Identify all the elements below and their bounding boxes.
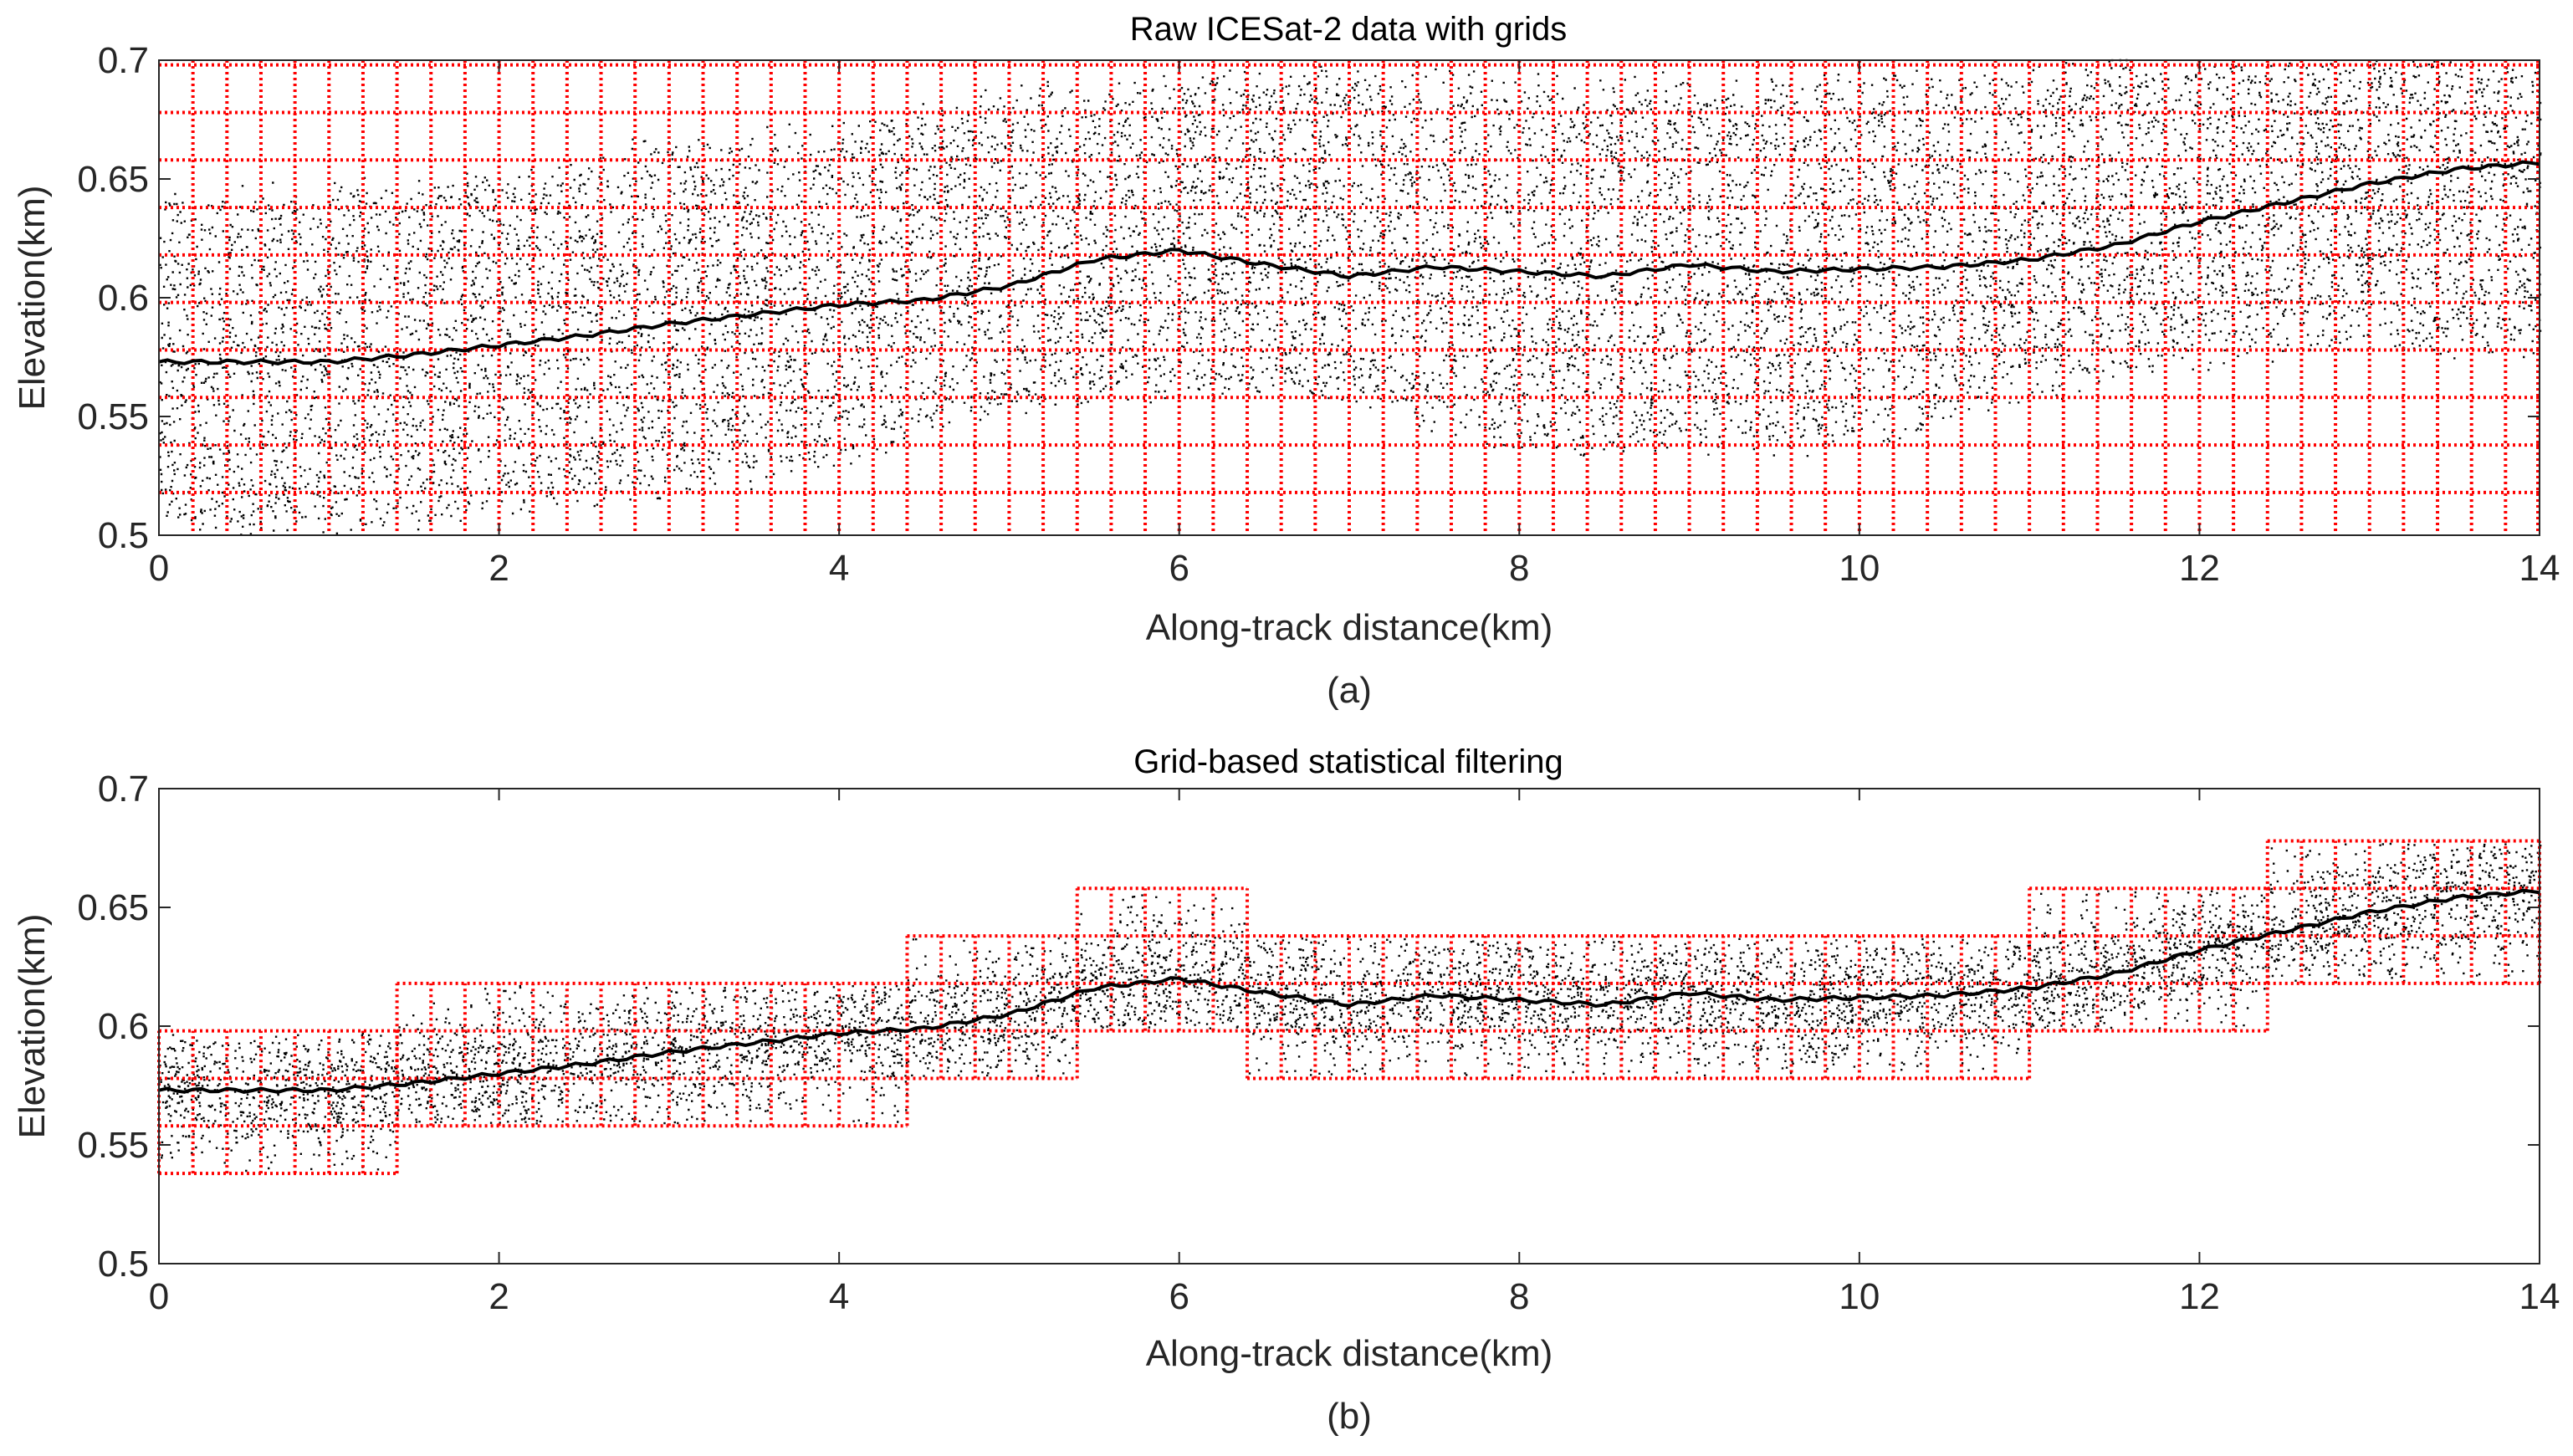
y-tick-label: 0.5	[98, 515, 149, 556]
panel-a-ylabel: Elevation(km)	[12, 186, 53, 411]
x-tick-label: 10	[1839, 548, 1880, 589]
y-tick-label: 0.65	[77, 159, 149, 200]
panel-b-yticks: 0.5 0.55 0.6 0.65 0.7	[77, 769, 2540, 1285]
panel-a-surface-profile	[158, 160, 2540, 365]
panel-b: Grid-based statistical filtering 0 2 4 6 8 10…	[12, 743, 2560, 1437]
panel-a-grid	[159, 60, 2540, 535]
y-tick-label: 0.7	[98, 40, 149, 81]
x-tick-label: 0	[149, 1276, 169, 1317]
panel-a-yticks: 0.5 0.55 0.6 0.65 0.7	[77, 40, 2540, 556]
panel-b-xlabel: Along-track distance(km)	[1146, 1333, 1553, 1374]
retained-grid-block	[2265, 839, 2541, 985]
x-tick-label: 4	[829, 1276, 849, 1317]
y-tick-label: 0.6	[98, 278, 149, 319]
panel-a-title: Raw ICESat-2 data with grids	[1130, 11, 1567, 48]
panel-a: Raw ICESat-2 data with grids 0 2 4 6 8 10 12 14…	[12, 11, 2560, 711]
x-tick-label: 10	[1839, 1276, 1880, 1317]
retained-grid-block	[2028, 886, 2269, 1033]
panel-b-grid	[157, 839, 2541, 1176]
panel-b-axes-box	[158, 788, 2540, 1264]
x-tick-label: 14	[2519, 1276, 2560, 1317]
panel-a-xticks: 0 2 4 6 8 10 12 14	[149, 60, 2560, 589]
panel-b-ylabel: Elevation(km)	[12, 914, 53, 1139]
y-tick-label: 0.6	[98, 1006, 149, 1047]
x-tick-label: 0	[149, 548, 169, 589]
x-tick-label: 2	[489, 548, 509, 589]
panel-b-surface-profile	[158, 888, 2540, 1094]
x-tick-label: 8	[1509, 1276, 1529, 1317]
panel-b-title: Grid-based statistical filtering	[1133, 743, 1563, 780]
x-tick-label: 6	[1169, 548, 1189, 589]
y-tick-label: 0.5	[98, 1244, 149, 1285]
y-tick-label: 0.55	[77, 1125, 149, 1166]
retained-grid-block	[1075, 886, 1250, 1033]
panel-b-xticks: 0 2 4 6 8 10 12 14	[149, 789, 2560, 1317]
x-tick-label: 2	[489, 1276, 509, 1317]
x-tick-label: 12	[2179, 1276, 2220, 1317]
y-tick-label: 0.65	[77, 887, 149, 928]
panel-b-caption: (b)	[1327, 1396, 1372, 1437]
retained-grid-block	[395, 981, 909, 1128]
x-tick-label: 4	[829, 548, 849, 589]
y-tick-label: 0.55	[77, 396, 149, 437]
y-tick-label: 0.7	[98, 769, 149, 810]
x-tick-label: 6	[1169, 1276, 1189, 1317]
panel-a-caption: (a)	[1327, 670, 1372, 711]
retained-grid-block	[1246, 934, 2032, 1081]
panel-a-xlabel: Along-track distance(km)	[1146, 607, 1553, 648]
x-tick-label: 8	[1509, 548, 1529, 589]
x-tick-label: 12	[2179, 548, 2220, 589]
x-tick-label: 14	[2519, 548, 2560, 589]
